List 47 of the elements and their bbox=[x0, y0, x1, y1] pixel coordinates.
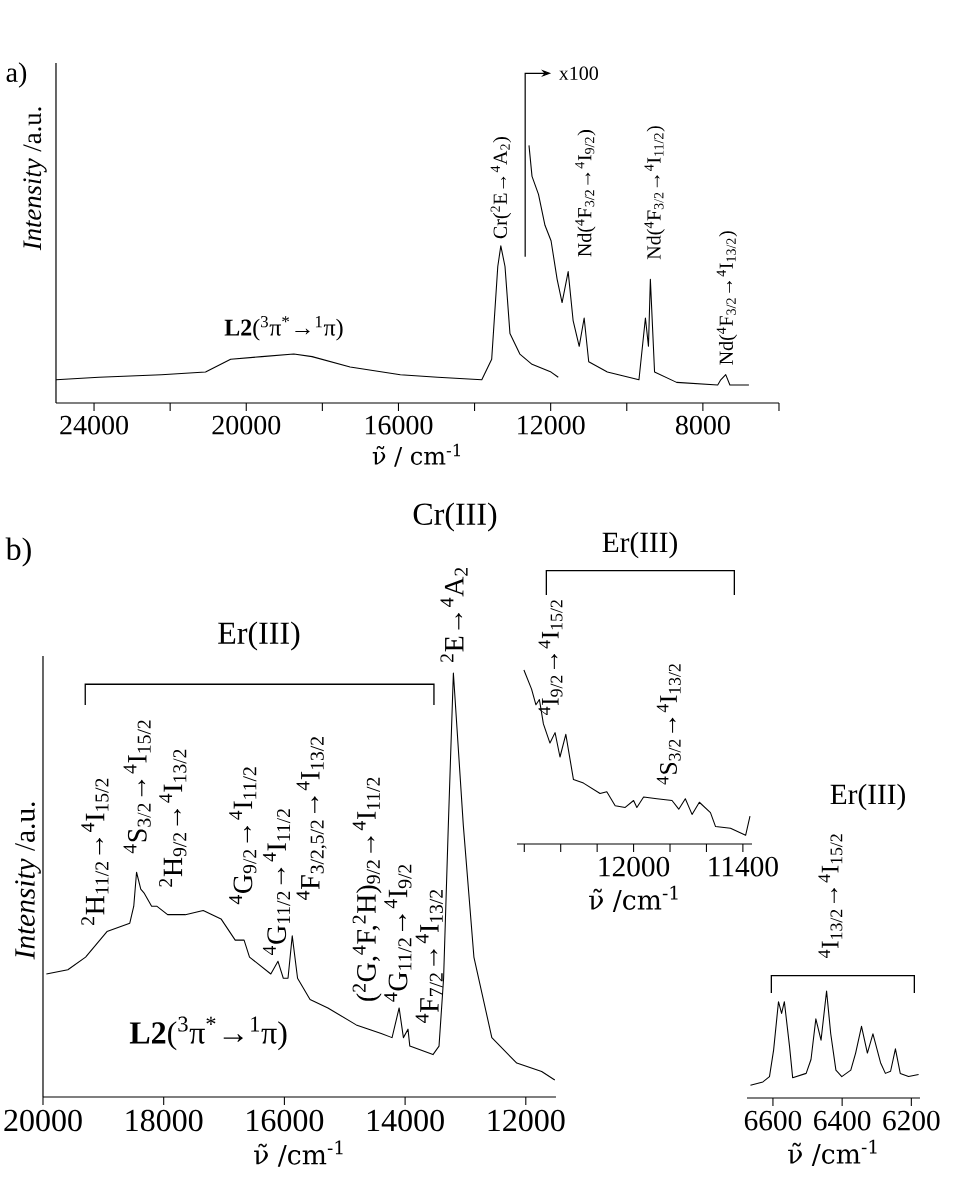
y-axis-title: Intensity /a.u. bbox=[15, 802, 41, 960]
x-tick-label: 12000 bbox=[518, 415, 585, 435]
text: $^{4}$I$_{13/2}$→$^{4}$I$_{15/2}$ bbox=[818, 834, 843, 958]
text: Er(III) bbox=[830, 783, 905, 811]
annotation: $^{4}$G$_{11/2}$→$^{4}$I$_{9/2}$ bbox=[384, 864, 412, 1002]
annotation: $^{2}$H$_{9/2}$→$^{4}$I$_{13/2}$ bbox=[159, 749, 187, 887]
x-tick-label: 11400 bbox=[709, 856, 778, 877]
text: Nd($^{4}$F$_{3/2}$→$^{4}$I$_{9/2}$) bbox=[575, 130, 596, 257]
text: $^{2}$E→$^{4}$A$_{2}$ bbox=[440, 567, 468, 663]
annotation: Cr($^{2}$E→$^{4}$A$_{2}$) bbox=[490, 137, 512, 239]
x-tick-label: 8000 bbox=[675, 415, 730, 435]
x-tick-label: 6400 bbox=[814, 1110, 871, 1131]
x-tick-label: 6600 bbox=[744, 1110, 802, 1131]
text: a) bbox=[6, 62, 27, 88]
x-tick-label: 16000 bbox=[247, 1109, 324, 1132]
x-axis-title: ν̃ /cm$^{-1}$ bbox=[788, 1139, 877, 1167]
x-tick-label: 16000 bbox=[365, 415, 433, 435]
annotation: $^{4}$G$_{9/2}$→$^{4}$I$_{11/2}$ bbox=[229, 767, 257, 905]
annotation: L2($^{3}$π$^{*}$→$^{1}$π) bbox=[224, 316, 343, 341]
text: Er(III) bbox=[602, 531, 677, 559]
x-tick-label: 20000 bbox=[4, 1109, 82, 1132]
x-tick-label: 12000 bbox=[599, 856, 670, 877]
x-tick-label: 18000 bbox=[126, 1109, 203, 1132]
text: ($^{2}$G,$^{4}$F,$^{2}$H)$_{9/2}$→$^{4}$I$_{11/2}$ bbox=[352, 777, 382, 1001]
y-axis-title: Intensity /a.u. bbox=[23, 107, 47, 251]
annotation: $^{4}$I$_{9/2}$→$^{4}$I$_{15/2}$ bbox=[538, 600, 563, 716]
text: b) bbox=[5, 537, 31, 567]
x-axis-title: ν̃ / cm$^{-1}$ bbox=[372, 443, 461, 467]
annotation: $^{4}$G$_{11/2}$→$^{4}$I$_{11/2}$ bbox=[262, 809, 291, 956]
x-tick-label: 14000 bbox=[367, 1109, 444, 1132]
text: Nd($^{4}$F$_{3/2}$→$^{4}$I$_{11/2}$) bbox=[644, 126, 665, 260]
annotation: $^{4}$F$_{3/2,5/2}$→$^{4}$I$_{13/2}$ bbox=[296, 737, 327, 900]
text: Nd($^{4}$F$_{3/2}$→$^{4}$I$_{13/2}$) bbox=[716, 231, 738, 365]
annotation: L2($^{3}$π$^{*}$→$^{1}$π) bbox=[129, 1016, 287, 1051]
x-tick-label: 20000 bbox=[212, 415, 281, 435]
x-tick-label: 24000 bbox=[60, 415, 128, 435]
annotation: $^{2}$H$_{11/2}$→$^{4}$I$_{15/2}$ bbox=[81, 778, 109, 925]
annotation: $^{4}$S$_{3/2}$→$^{4}$I$_{15/2}$ bbox=[123, 720, 151, 854]
annotation: $^{4}$F$_{7/2}$→$^{4}$I$_{13/2}$ bbox=[415, 890, 443, 1023]
text: Cr(III) bbox=[413, 502, 497, 532]
annotation: $^{4}$S$_{3/2}$→$^{4}$I$_{13/2}$ bbox=[656, 664, 681, 785]
x-axis-title: ν̃ /cm$^{-1}$ bbox=[589, 885, 678, 913]
text: x100 bbox=[558, 66, 599, 81]
x-axis-title: ν̃ /cm$^{-1}$ bbox=[254, 1140, 343, 1167]
text: Er(III) bbox=[218, 621, 300, 651]
x-tick-label: 6200 bbox=[883, 1110, 940, 1131]
x-tick-label: 12000 bbox=[488, 1109, 565, 1132]
